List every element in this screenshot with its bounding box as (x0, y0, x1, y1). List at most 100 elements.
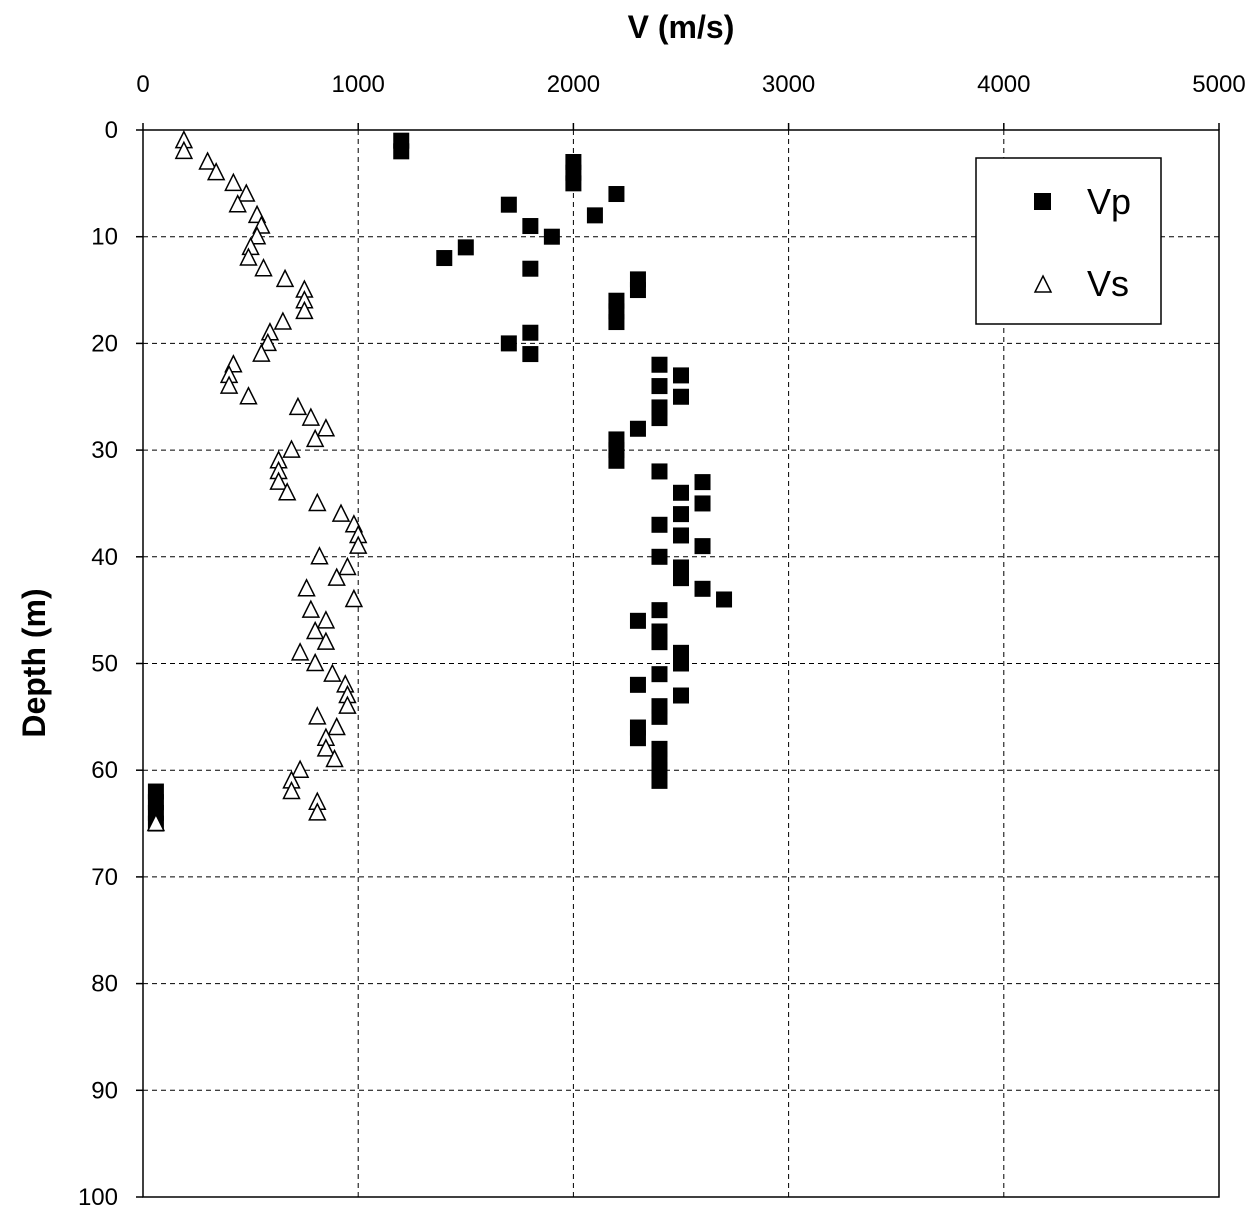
vs-point (275, 268, 295, 288)
vp-point (673, 506, 689, 523)
vp-point (522, 260, 539, 277)
x-tick-label: 2000 (547, 71, 600, 98)
y-tick-label: 0 (105, 117, 118, 144)
vs-point (258, 332, 278, 352)
legend-box (975, 157, 1162, 325)
vp-point (673, 687, 689, 704)
plot-frame (142, 129, 1220, 1198)
vp-point (651, 463, 668, 480)
vs-point (305, 428, 325, 448)
vp-point (608, 186, 625, 203)
y-tick-label: 50 (91, 651, 118, 678)
x-axis-title: V (m/s) (628, 9, 735, 45)
vp-point (457, 239, 474, 256)
vs-point (301, 407, 321, 426)
vp-point (522, 324, 539, 341)
y-tick-label: 60 (91, 757, 118, 784)
vp-point (522, 218, 539, 235)
vs-point (282, 780, 301, 800)
vs-point (297, 578, 316, 597)
vs-point (282, 439, 301, 458)
grid-lines (143, 130, 1219, 1197)
vs-point (174, 140, 194, 160)
vp-point (716, 591, 733, 608)
vs-point (273, 311, 293, 330)
vp-point (608, 314, 625, 331)
vp-point (651, 602, 668, 619)
y-tick-label: 20 (91, 330, 118, 357)
vs-point (327, 567, 346, 586)
vp-point (522, 346, 539, 363)
vs-point (219, 375, 239, 394)
vs-point (327, 716, 346, 736)
x-tick-label: 3000 (762, 71, 815, 98)
vs-point (290, 759, 310, 778)
vs-point (323, 663, 342, 682)
vs-point (348, 535, 368, 554)
vs-point (338, 695, 357, 714)
vp-point (500, 196, 517, 213)
vp-point (673, 527, 689, 544)
vs-point (325, 748, 344, 768)
vs-point (247, 226, 267, 245)
y-axis-title: Depth (m) (16, 588, 52, 737)
vs-point (316, 418, 336, 437)
vp-point (673, 388, 689, 405)
vs-point (239, 247, 258, 266)
vs-point (308, 706, 327, 725)
legend: Vp Vs (975, 157, 1162, 325)
vs-point (206, 162, 226, 181)
legend-vs-label: Vs (1087, 263, 1129, 304)
vs-point (331, 503, 351, 522)
y-tick-label: 80 (91, 971, 118, 998)
vp-point (500, 335, 517, 352)
vs-point (269, 471, 288, 490)
vp-point (629, 420, 646, 437)
legend-vp-marker (1034, 193, 1051, 210)
vs-point (338, 556, 357, 576)
y-tick-label: 10 (91, 224, 118, 251)
vs-point (301, 599, 321, 618)
vp-point (651, 378, 668, 395)
vs-point (254, 258, 273, 277)
vp-point (694, 580, 711, 597)
vp-point (586, 207, 603, 224)
y-tick-label: 90 (91, 1077, 118, 1104)
vp-point (673, 484, 689, 501)
vp-point (608, 452, 625, 469)
vs-point (237, 183, 256, 202)
series-vs (146, 129, 368, 832)
y-tick-label: 40 (91, 544, 118, 571)
vp-point (651, 410, 668, 427)
vs-point (295, 300, 314, 320)
x-tick-label: 0 (136, 71, 149, 98)
y-tick-label: 30 (91, 437, 118, 464)
vs-point (290, 642, 310, 661)
vp-point (651, 356, 668, 373)
vs-point (316, 631, 336, 650)
vp-point (651, 666, 668, 683)
vp-point (673, 655, 689, 672)
vs-point (198, 151, 217, 170)
vs-point (308, 802, 327, 821)
vs-point (252, 343, 271, 362)
vp-point (651, 634, 668, 651)
vp-point (629, 730, 646, 747)
vs-point (288, 396, 308, 416)
vp-point (629, 676, 646, 693)
vp-point (565, 175, 582, 192)
legend-vp-label: Vp (1087, 181, 1131, 222)
vs-point (305, 620, 325, 640)
vs-point (316, 610, 336, 629)
vp-point (629, 282, 646, 299)
axes (136, 123, 1220, 1198)
vp-point (673, 570, 689, 587)
legend-vs-marker (1033, 274, 1053, 293)
series-vp (147, 132, 733, 832)
vp-point (651, 548, 668, 565)
vs-point (316, 738, 336, 757)
vp-point (651, 516, 668, 533)
vs-point (224, 172, 243, 192)
vp-point (393, 143, 410, 160)
